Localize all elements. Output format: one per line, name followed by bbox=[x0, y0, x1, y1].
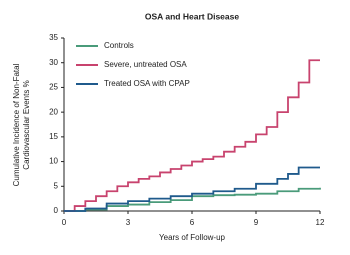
y-tick-label: 20 bbox=[49, 107, 58, 116]
x-tick-label: 0 bbox=[62, 218, 67, 227]
y-tick-label: 10 bbox=[49, 157, 58, 166]
series-line bbox=[64, 166, 320, 212]
x-tick-label: 6 bbox=[190, 218, 195, 227]
y-tick-label: 15 bbox=[49, 132, 58, 141]
y-axis-label-line: Cardiovascular Events % bbox=[22, 80, 31, 169]
x-tick-label: 3 bbox=[126, 218, 131, 227]
x-tick-label: 9 bbox=[254, 218, 259, 227]
x-axis-label: Years of Follow-up bbox=[159, 233, 226, 242]
y-tick-label: 25 bbox=[49, 83, 58, 92]
legend-label: Controls bbox=[104, 41, 134, 50]
y-tick-label: 30 bbox=[49, 58, 58, 67]
y-axis-label: Cumulative Incidence of Non-Fatal Cardio… bbox=[12, 63, 31, 186]
legend-label: Severe, untreated OSA bbox=[104, 60, 187, 69]
series-line bbox=[64, 187, 321, 212]
series-line bbox=[64, 59, 320, 212]
y-tick-label: 5 bbox=[54, 181, 59, 190]
x-tick-label: 12 bbox=[316, 218, 325, 227]
legend-label: Treated OSA with CPAP bbox=[104, 79, 190, 88]
chart-title: OSA and Heart Disease bbox=[145, 11, 239, 21]
y-axis-label-line: Cumulative Incidence of Non-Fatal bbox=[12, 63, 21, 186]
y-tick-label: 0 bbox=[54, 206, 59, 215]
y-tick-label: 35 bbox=[49, 33, 58, 42]
